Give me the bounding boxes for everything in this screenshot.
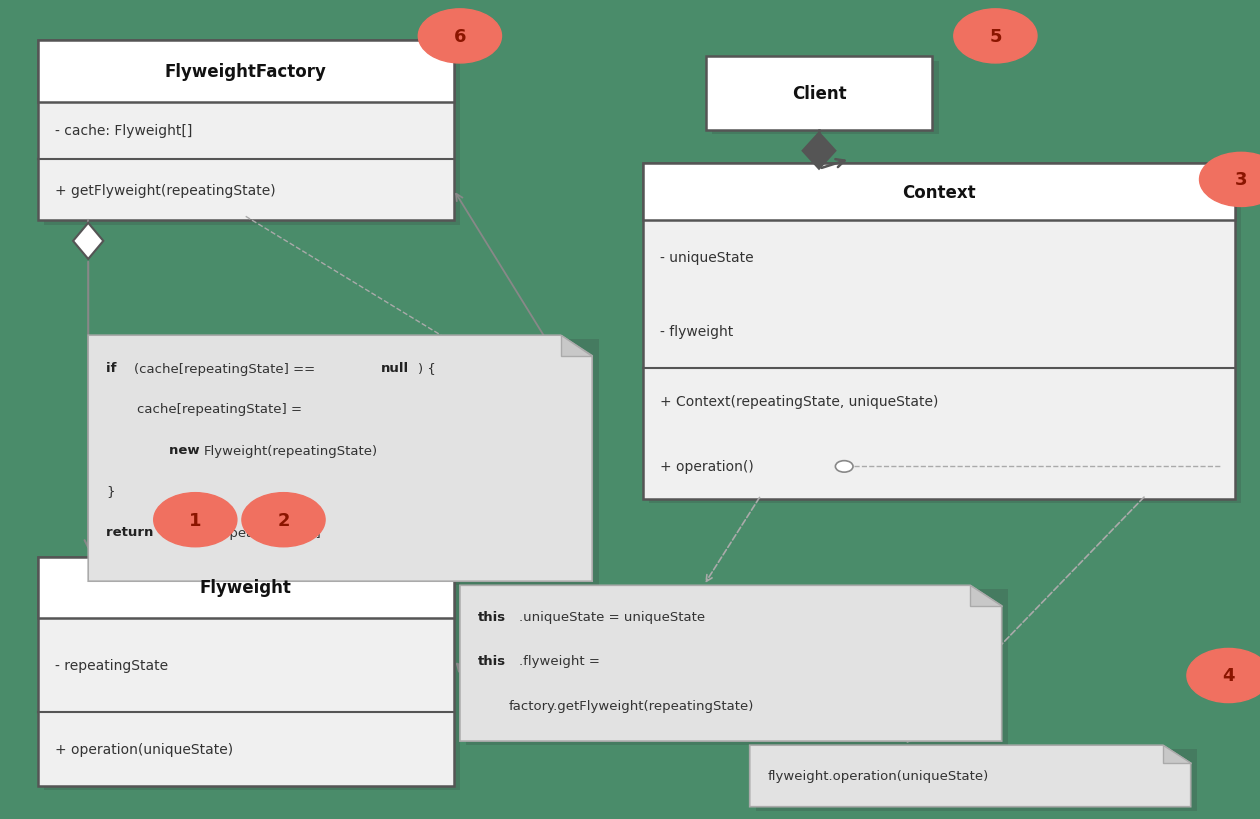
FancyBboxPatch shape — [38, 557, 454, 618]
Text: + operation(): + operation() — [660, 459, 753, 474]
Text: flyweight.operation(uniqueState): flyweight.operation(uniqueState) — [767, 770, 989, 782]
Text: .flyweight =: .flyweight = — [519, 654, 600, 667]
FancyBboxPatch shape — [38, 557, 454, 786]
Circle shape — [1187, 649, 1260, 703]
Text: + Context(repeatingState, uniqueState): + Context(repeatingState, uniqueState) — [660, 394, 939, 409]
Text: return: return — [106, 526, 158, 539]
Text: new: new — [169, 444, 204, 457]
Text: cache[repeatingState]: cache[repeatingState] — [171, 526, 321, 539]
Text: - repeatingState: - repeatingState — [55, 658, 169, 672]
Text: FlyweightFactory: FlyweightFactory — [165, 63, 326, 80]
FancyBboxPatch shape — [643, 164, 1235, 500]
Polygon shape — [970, 586, 1002, 606]
FancyBboxPatch shape — [94, 340, 598, 586]
Text: this: this — [478, 654, 505, 667]
Text: 6: 6 — [454, 28, 466, 46]
FancyBboxPatch shape — [44, 45, 460, 225]
Circle shape — [154, 493, 237, 547]
Polygon shape — [803, 133, 835, 170]
Text: Client: Client — [791, 85, 847, 103]
Circle shape — [242, 493, 325, 547]
Text: factory.getFlyweight(repeatingState): factory.getFlyweight(repeatingState) — [509, 699, 755, 712]
Text: Flyweight(repeatingState): Flyweight(repeatingState) — [204, 444, 378, 457]
Text: 2: 2 — [277, 511, 290, 529]
Text: + operation(uniqueState): + operation(uniqueState) — [55, 742, 233, 757]
Polygon shape — [460, 586, 1002, 741]
FancyBboxPatch shape — [706, 57, 932, 131]
Text: - cache: Flyweight[]: - cache: Flyweight[] — [55, 124, 193, 138]
Text: (cache[repeatingState] ==: (cache[repeatingState] == — [134, 362, 319, 375]
Circle shape — [1200, 153, 1260, 207]
Text: 1: 1 — [189, 511, 202, 529]
Text: .uniqueState = uniqueState: .uniqueState = uniqueState — [519, 610, 706, 623]
Text: null: null — [381, 362, 408, 375]
Polygon shape — [73, 224, 103, 260]
Text: - uniqueState: - uniqueState — [660, 251, 753, 265]
Circle shape — [835, 461, 853, 473]
FancyBboxPatch shape — [756, 749, 1197, 811]
Circle shape — [418, 10, 501, 64]
Text: this: this — [478, 610, 505, 623]
Text: 4: 4 — [1222, 667, 1235, 685]
FancyBboxPatch shape — [466, 590, 1008, 745]
Text: ) {: ) { — [418, 362, 436, 375]
Text: Flyweight: Flyweight — [200, 579, 291, 596]
FancyBboxPatch shape — [643, 164, 1235, 221]
Text: 5: 5 — [989, 28, 1002, 46]
Text: + getFlyweight(repeatingState): + getFlyweight(repeatingState) — [55, 183, 276, 197]
Text: - flyweight: - flyweight — [660, 324, 733, 339]
Text: 3: 3 — [1235, 171, 1247, 189]
Text: }: } — [106, 485, 115, 498]
FancyBboxPatch shape — [38, 41, 454, 221]
FancyBboxPatch shape — [712, 61, 939, 135]
FancyBboxPatch shape — [649, 168, 1241, 504]
Circle shape — [954, 10, 1037, 64]
Text: Context: Context — [902, 183, 975, 201]
FancyBboxPatch shape — [44, 561, 460, 790]
Text: if: if — [106, 362, 121, 375]
Text: cache[repeatingState] =: cache[repeatingState] = — [137, 403, 302, 416]
Polygon shape — [1163, 745, 1191, 763]
Polygon shape — [750, 745, 1191, 807]
Polygon shape — [561, 336, 592, 356]
Polygon shape — [88, 336, 592, 581]
FancyBboxPatch shape — [38, 41, 454, 102]
